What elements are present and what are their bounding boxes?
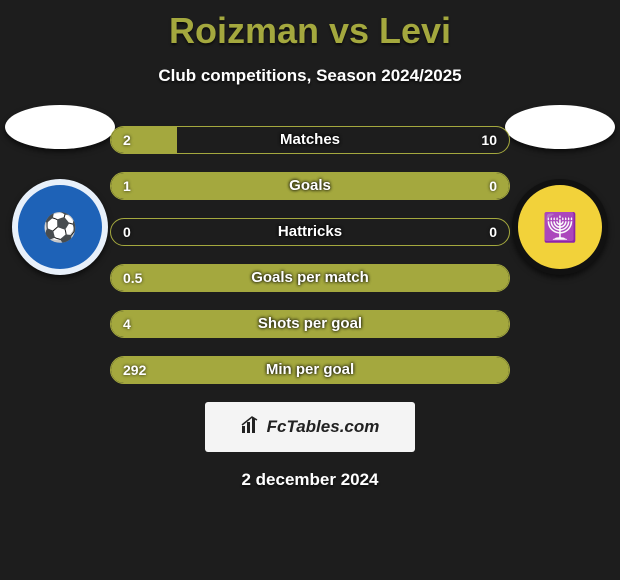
stat-label: Hattricks [111, 219, 509, 245]
stat-row: 210Matches [110, 126, 510, 154]
stat-value-right: 10 [481, 127, 497, 153]
page-subtitle: Club competitions, Season 2024/2025 [0, 66, 620, 86]
chart-icon [241, 416, 261, 439]
comparison-chart: 210Matches10Goals00Hattricks0.5Goals per… [0, 126, 620, 384]
stat-row: 0.5Goals per match [110, 264, 510, 292]
stat-row: 0 0Hattricks [110, 218, 510, 246]
date-label: 2 december 2024 [0, 470, 620, 490]
stat-value-left: 0.5 [123, 265, 142, 291]
page-title: Roizman vs Levi [0, 0, 620, 52]
stat-fill-left [111, 265, 509, 291]
brand-label: FcTables.com [267, 417, 380, 437]
stat-value-right: 0 [489, 219, 497, 245]
stat-row: 292Min per goal [110, 356, 510, 384]
stat-value-left: 0 [123, 219, 131, 245]
stat-fill-left [111, 173, 509, 199]
stat-fill-left [111, 311, 509, 337]
stat-value-left: 1 [123, 173, 131, 199]
stat-fill-left [111, 357, 509, 383]
stat-row: 4Shots per goal [110, 310, 510, 338]
stat-row: 10Goals [110, 172, 510, 200]
stat-value-left: 4 [123, 311, 131, 337]
stat-value-right: 0 [489, 173, 497, 199]
stat-value-left: 2 [123, 127, 131, 153]
stat-value-left: 292 [123, 357, 146, 383]
brand-box: FcTables.com [205, 402, 415, 452]
stat-fill-left [111, 127, 177, 153]
